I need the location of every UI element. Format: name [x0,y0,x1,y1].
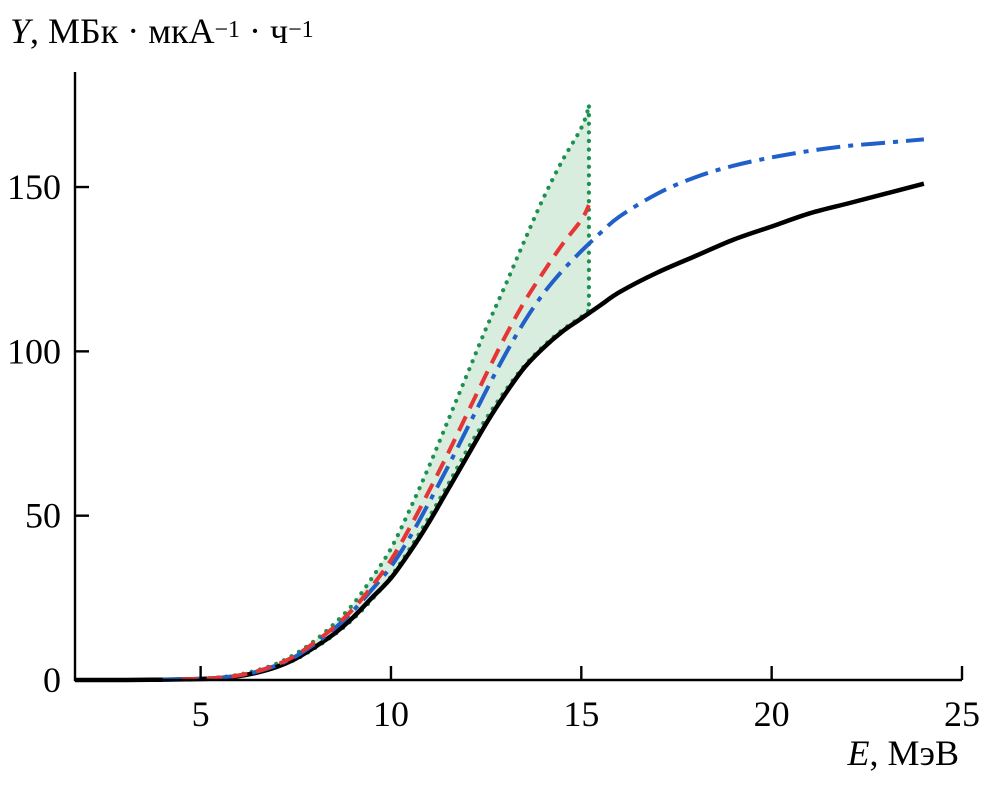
x-tick-label: 15 [563,694,599,734]
x-axis-variable: E [847,733,870,773]
x-tick-label: 25 [944,694,980,734]
dotted-green-upper-curve [198,104,591,681]
y-axis-units-sup2: −1 [288,17,314,43]
dash-dot-blue-curve [162,137,925,682]
dashed-red-curve [181,204,591,682]
x-axis-label: E, МэВ [847,733,959,774]
x-tick-label: 5 [192,694,210,734]
x-tick-label: 10 [373,694,409,734]
solid-black-curve [74,181,925,683]
dotted-green-lower-curve [198,308,591,682]
uncertainty-band [276,106,589,667]
y-tick-label: 50 [25,496,61,536]
y-axis-units-part2: · ч [240,11,289,51]
x-tick-label: 20 [754,694,790,734]
y-tick-label: 0 [43,660,61,700]
x-axis-units: , МэВ [869,733,959,773]
y-axis-label: Y, МБк · мкА−1 · ч−1 [10,11,314,52]
y-axis-units-sup1: −1 [214,17,241,43]
y-axis-variable: Y [10,11,31,51]
y-tick-label: 150 [7,167,61,207]
y-axis-units-part1: , МБк · мкА [30,11,215,51]
y-tick-label: 100 [7,331,61,371]
